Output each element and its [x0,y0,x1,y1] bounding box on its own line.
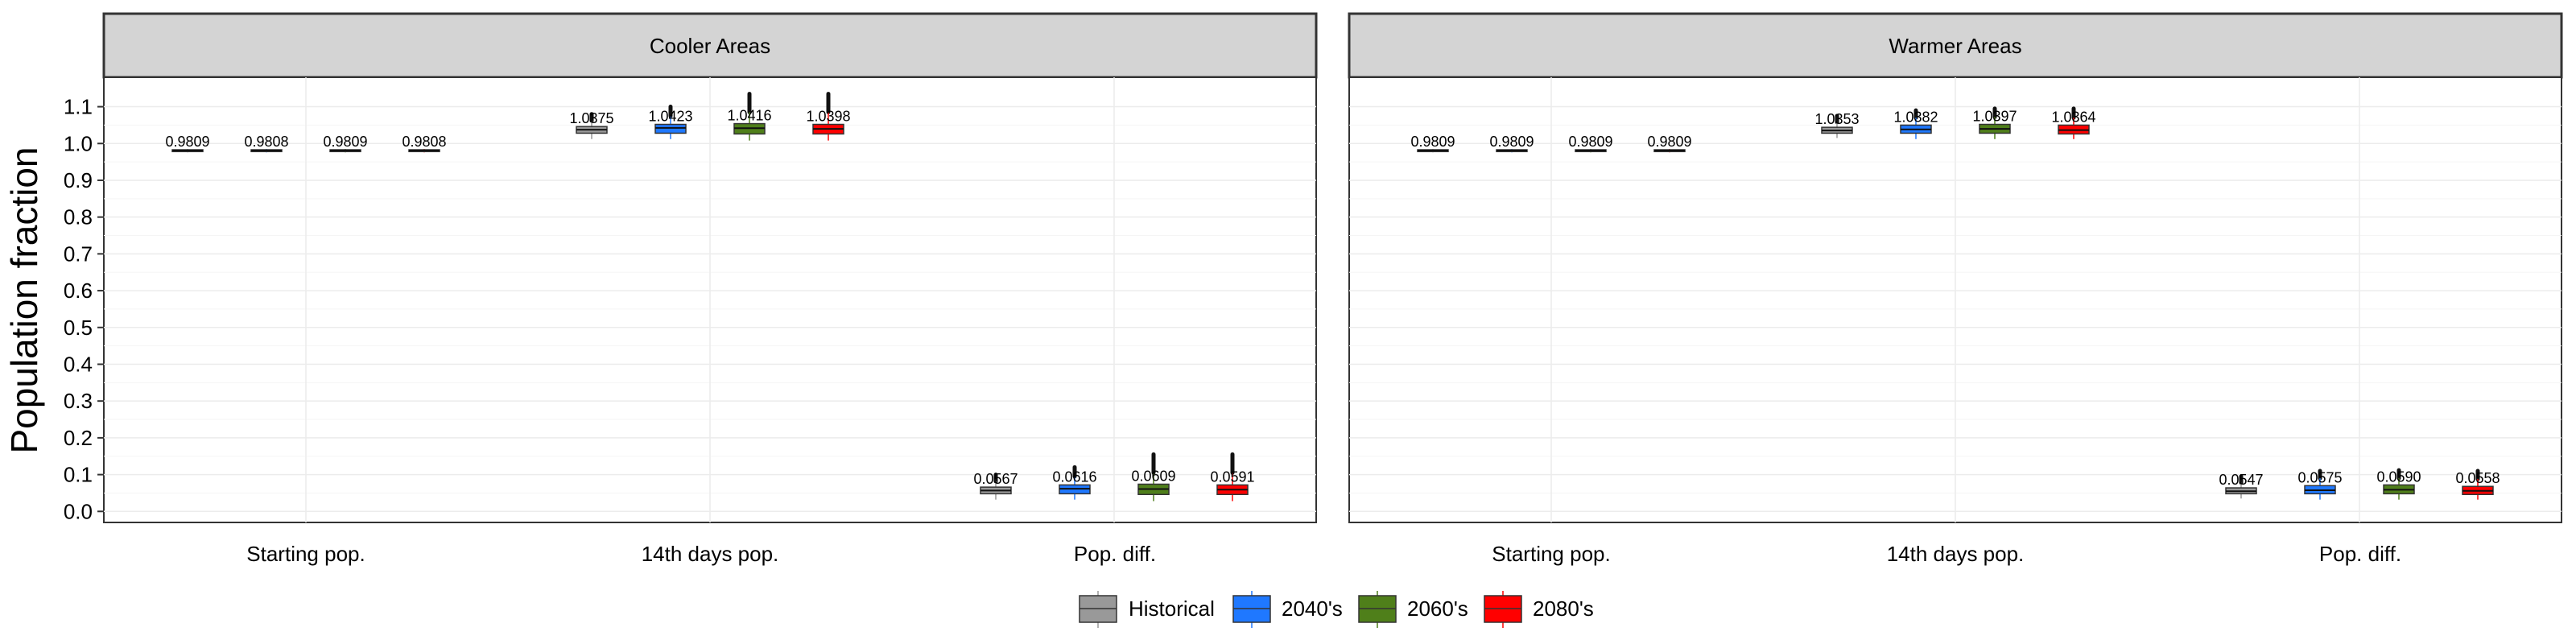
panel-warmer-boxes: 0.9809 0.9809 0.9809 0.9809 1.0353 1.0382 1.03… [1410,106,2500,500]
panel-warmer-xtick-14th: 14th days pop. [1887,542,2025,566]
panel-cooler-xtick-starting: Starting pop. [246,542,365,566]
y-tick-label: 0.0 [64,499,93,523]
legend-item-2080s: 2080's [1484,591,1594,628]
y-tick-label: 0.9 [64,168,93,192]
y-tick-label: 0.5 [64,316,93,340]
box-warmer-14th-days-pop-2040-s-label: 1.0382 [1893,109,1938,125]
y-tick-label: 0.4 [64,352,93,376]
box-warmer-starting-pop-historical-label: 0.9809 [1410,134,1455,150]
box-warmer-pop-diff-historical-label: 0.0547 [2219,472,2263,488]
y-tick-label: 0.8 [64,205,93,229]
panel-cooler: Cooler Areas 0.9809 0.9808 0.9809 0.9808 1.0… [102,12,1318,566]
y-tick-label: 0.2 [64,426,93,450]
box-cooler-starting-pop-2060-s-label: 0.9809 [323,134,367,150]
y-tick-label: 0.7 [64,242,93,266]
panel-cooler-boxes: 0.9809 0.9808 0.9809 0.9808 1.0375 1.0423 1.04… [165,92,1255,502]
y-tick-label: 1.1 [64,95,93,119]
box-cooler-pop-diff-2040-s-label: 0.0616 [1052,469,1096,485]
y-tick-label: 0.1 [64,463,93,487]
box-warmer-starting-pop-2060-s-label: 0.9809 [1568,134,1612,150]
box-cooler-14th-days-pop-2060-s-label: 1.0416 [727,108,771,124]
box-cooler-starting-pop-historical-label: 0.9809 [165,134,209,150]
box-cooler-pop-diff-2080-s-label: 0.0591 [1210,469,1254,485]
legend-item-historical: Historical [1079,591,1215,628]
panel-warmer-gridlines [1349,77,2562,522]
y-tick-label: 0.3 [64,389,93,413]
panel-warmer-xtick-starting: Starting pop. [1492,542,1610,566]
panel-warmer-title: Warmer Areas [1889,34,2021,58]
legend-2060s-label: 2060's [1407,597,1468,621]
box-warmer-starting-pop-2080-s-label: 0.9809 [1647,134,1691,150]
panel-cooler-gridlines [104,77,1316,522]
y-tick-label: 0.6 [64,279,93,303]
legend-historical-label: Historical [1129,597,1215,621]
box-warmer-14th-days-pop-historical-label: 1.0353 [1814,111,1859,127]
legend: Historical 2040's 2060's 2080's [1079,591,1594,628]
panel-cooler-xtick-diff: Pop. diff. [1074,542,1156,566]
box-cooler-14th-days-pop-2040-s-box [654,123,687,134]
y-axis-title: Population fraction [3,147,45,453]
legend-item-2060s: 2060's [1358,591,1468,628]
panel-cooler-xtick-14th: 14th days pop. [642,542,779,566]
box-warmer-starting-pop-2040-s-label: 0.9809 [1489,134,1534,150]
panel-cooler-title: Cooler Areas [650,34,770,58]
y-axis-ticks: 0.0 0.1 0.2 0.3 0.4 0.5 0.6 0.7 0.8 0.9 1.0 1.1 [64,95,104,523]
panel-warmer-xtick-diff: Pop. diff. [2319,542,2401,566]
box-warmer-pop-diff-2080-s-label: 0.0558 [2455,470,2500,486]
box-cooler-starting-pop-2040-s-label: 0.9808 [244,134,288,150]
box-cooler-pop-diff-2060-s-label: 0.0609 [1131,468,1175,484]
box-cooler-14th-days-pop-2080-s-label: 1.0398 [806,108,850,124]
legend-2080s-label: 2080's [1533,597,1594,621]
legend-item-2040s: 2040's [1232,591,1343,628]
box-cooler-14th-days-pop-historical-label: 1.0375 [569,110,613,126]
y-tick-label: 1.0 [64,131,93,155]
panel-warmer-strip [1348,12,2563,79]
box-warmer-14th-days-pop-2060-s-label: 1.0397 [1972,108,2017,124]
box-warmer-14th-days-pop-2080-s-label: 1.0364 [2051,109,2095,125]
box-warmer-pop-diff-2040-s-label: 0.0575 [2297,469,2342,485]
box-cooler-starting-pop-2080-s-label: 0.9808 [402,134,446,150]
box-cooler-pop-diff-historical-label: 0.0567 [973,471,1018,487]
box-cooler-14th-days-pop-2040-s-label: 1.0423 [648,108,692,124]
box-warmer-pop-diff-2060-s-label: 0.0590 [2376,469,2421,485]
panel-cooler-strip [102,12,1318,79]
panel-warmer: Warmer Areas 0.9809 0.9809 0.9809 0.9809 1.0… [1348,12,2563,566]
legend-2040s-label: 2040's [1282,597,1343,621]
